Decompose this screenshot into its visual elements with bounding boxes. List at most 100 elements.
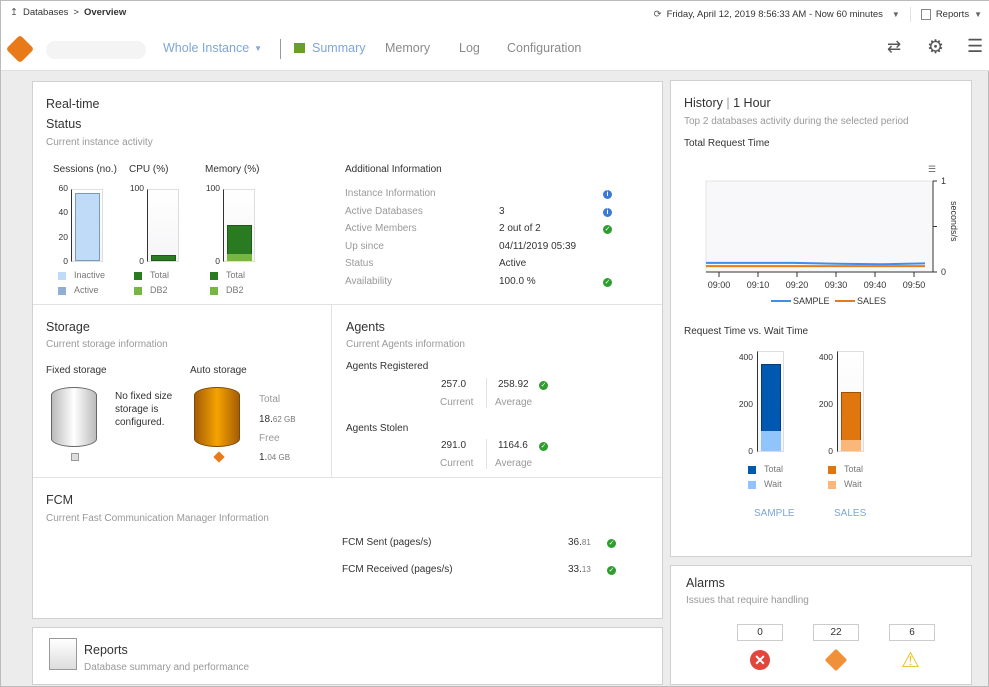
breadcrumb-root[interactable]: Databases xyxy=(22,7,69,18)
tab-configuration[interactable]: Configuration xyxy=(507,41,582,55)
instance-name-redacted xyxy=(46,41,146,59)
legend-swatch xyxy=(828,465,836,474)
realtime-panel: Real-time Status Current instance activi… xyxy=(32,81,663,619)
reports-panel[interactable]: Reports Database summary and performance xyxy=(32,627,663,685)
legend-label: DB2 xyxy=(150,285,168,295)
check-icon: ✓ xyxy=(539,381,548,390)
legend-label: Inactive xyxy=(74,270,106,280)
legend-swatch xyxy=(134,286,142,295)
fcm-sent-value: 36. xyxy=(568,537,582,548)
agents-registered-average: 258.92 xyxy=(498,379,529,390)
sessions-legend-item: Active xyxy=(58,285,99,295)
info-icon[interactable]: i xyxy=(603,207,612,217)
reports-subtitle: Database summary and performance xyxy=(84,662,250,673)
history-title: History xyxy=(684,96,723,110)
info-icon[interactable]: i xyxy=(603,190,612,199)
memory-chart-frame xyxy=(223,189,255,262)
check-icon: ✓ xyxy=(603,225,612,235)
chevron-down-icon[interactable]: ▼ xyxy=(891,10,900,19)
info-label: Active Members xyxy=(345,223,417,235)
sessions-chart-frame xyxy=(71,189,103,262)
logo-icon xyxy=(5,34,35,64)
info-label: Up since xyxy=(345,240,384,252)
info-label: Instance Information xyxy=(345,188,436,199)
chart-options-icon[interactable]: ☰ xyxy=(928,164,937,174)
fcm-title: FCM xyxy=(46,493,74,507)
divider xyxy=(331,305,332,477)
breadcrumb-separator: > xyxy=(73,7,79,18)
major-alarm-icon[interactable] xyxy=(824,648,848,672)
gear-icon[interactable]: ⚙ xyxy=(927,37,945,58)
legend-swatch xyxy=(134,271,142,280)
total-value: 18. xyxy=(259,414,273,425)
agents-stolen-current: 291.0 xyxy=(441,440,467,451)
reports-menu[interactable]: Reports xyxy=(935,9,970,20)
info-label: Availability xyxy=(345,276,393,287)
critical-alarm-icon[interactable]: ✕ xyxy=(750,650,770,670)
y-tick-label: 0 xyxy=(748,446,753,456)
history-period[interactable]: 1 Hour xyxy=(733,96,771,110)
plot-area xyxy=(705,180,934,273)
chevron-down-icon[interactable]: ▼ xyxy=(974,10,982,19)
legend-item: Wait xyxy=(828,479,862,489)
menu-icon[interactable]: ☰ xyxy=(967,36,984,56)
sessions-legend-item: Inactive xyxy=(58,270,105,280)
divider xyxy=(909,7,911,22)
agents-registered-label: Agents Registered xyxy=(346,361,429,372)
refresh-icon[interactable]: ⇄ xyxy=(887,37,902,56)
sessions-title: Sessions (no.) xyxy=(53,164,117,175)
divider xyxy=(486,378,487,408)
sessions-tick: 0 xyxy=(63,256,68,266)
check-icon: ✓ xyxy=(607,566,616,575)
alarms-panel: Alarms Issues that require handling 0 22… xyxy=(670,565,972,685)
legend-swatch xyxy=(748,480,756,489)
history-panel: History | 1 Hour Top 2 databases activit… xyxy=(670,80,972,557)
chevron-down-icon[interactable]: ▼ xyxy=(254,43,263,53)
memory-db2-bar xyxy=(227,253,252,261)
x-tick-label: 09:50 xyxy=(903,280,926,290)
edit-icon[interactable] xyxy=(71,453,79,461)
free-label: Free xyxy=(259,433,280,444)
alarms-subtitle: Issues that require handling xyxy=(686,595,809,606)
up-icon[interactable]: ↥ xyxy=(10,7,18,18)
info-value: 100.0 % xyxy=(499,276,536,287)
time-range[interactable]: Friday, April 12, 2019 8:56:33 AM - Now … xyxy=(666,9,883,20)
legend-label: Wait xyxy=(844,479,862,489)
memory-legend-item: DB2 xyxy=(210,285,244,295)
category-label-sample[interactable]: SAMPLE xyxy=(754,508,795,519)
warning-alarm-icon[interactable]: ⚠ xyxy=(901,649,920,672)
warning-alarm-count[interactable]: 6 xyxy=(889,624,935,641)
agents-stolen-average: 1164.6 xyxy=(498,440,528,451)
tab-memory[interactable]: Memory xyxy=(385,41,431,55)
total-request-time-title: Total Request Time xyxy=(684,138,770,149)
legend-swatch xyxy=(58,271,66,280)
check-icon: ✓ xyxy=(539,442,548,451)
breadcrumb: ↥ Databases > Overview xyxy=(10,7,126,18)
legend-swatch xyxy=(748,465,756,474)
cpu-tick: 0 xyxy=(139,256,144,266)
free-value: 1. xyxy=(259,452,268,463)
divider xyxy=(33,477,662,478)
memory-tick: 100 xyxy=(205,183,220,193)
tab-log[interactable]: Log xyxy=(459,41,480,55)
fcm-received-label: FCM Received (pages/s) xyxy=(342,564,453,575)
sessions-tick: 40 xyxy=(58,207,68,218)
divider xyxy=(280,39,281,59)
category-label-sales[interactable]: SALES xyxy=(834,508,867,519)
legend-swatch xyxy=(210,271,218,280)
critical-alarm-count[interactable]: 0 xyxy=(737,624,783,641)
reports-title[interactable]: Reports xyxy=(84,643,128,657)
legend-label: Total xyxy=(150,270,170,280)
top-right-controls: ⟳ Friday, April 12, 2019 8:56:33 AM - No… xyxy=(654,7,982,22)
tab-summary[interactable]: Summary xyxy=(312,41,366,55)
free-value-decimal: 04 GB xyxy=(267,453,291,462)
main-nav: Whole Instance ▼ Summary Memory Log Conf… xyxy=(1,27,989,71)
legend-label: SAMPLE xyxy=(793,296,830,306)
scope-selector[interactable]: Whole Instance xyxy=(163,41,250,55)
fcm-received-decimal: 13 xyxy=(581,565,591,574)
major-alarm-count[interactable]: 22 xyxy=(813,624,859,641)
storage-title: Storage xyxy=(46,320,90,334)
sample-wait-bar xyxy=(761,431,781,451)
y-tick-label: 0 xyxy=(828,446,833,456)
agents-title: Agents xyxy=(346,320,385,334)
